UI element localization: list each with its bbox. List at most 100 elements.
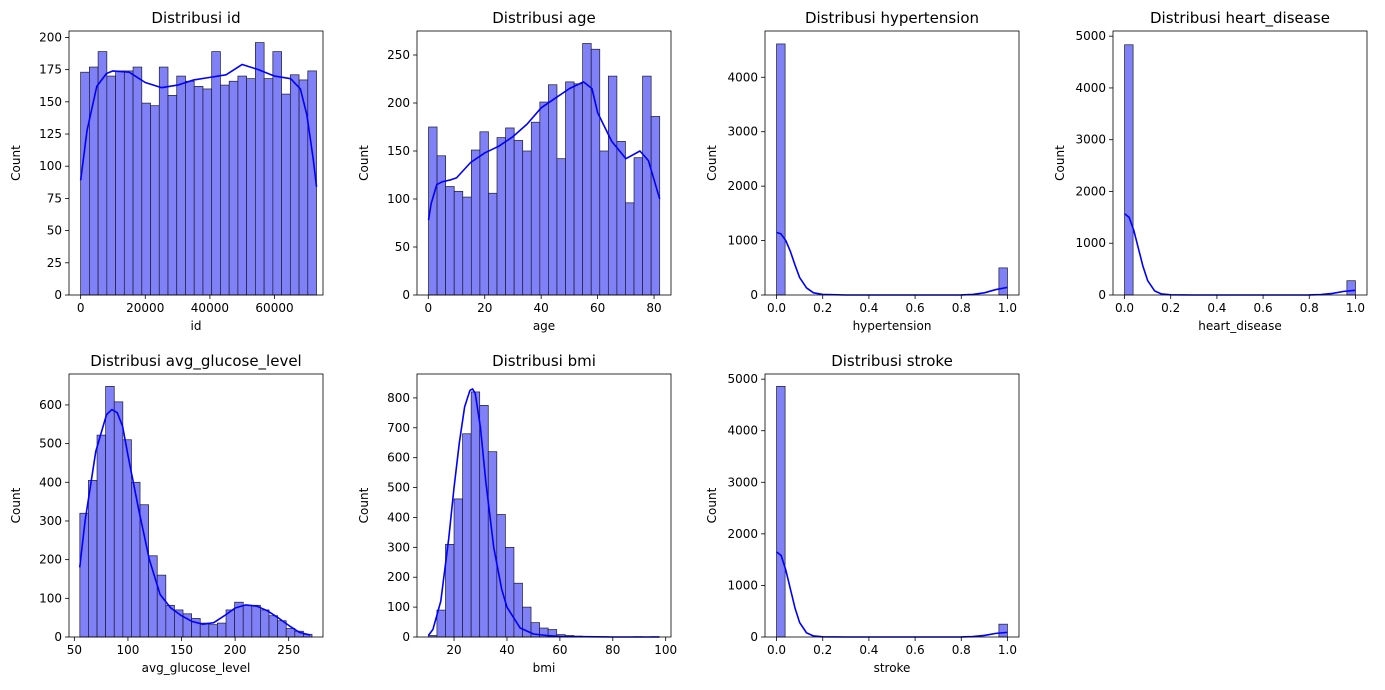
histogram-bar [268, 615, 278, 638]
axes-frame [68, 373, 324, 638]
histogram-bar [115, 70, 125, 296]
subplot-title: Distribusi id [151, 9, 240, 27]
histogram-bar [487, 451, 498, 638]
histogram-bar [156, 574, 167, 638]
histogram-bar [496, 514, 506, 638]
histogram-bar [776, 43, 786, 296]
y-tick-label: 100 [39, 159, 62, 173]
histogram-bar [281, 93, 291, 296]
histogram-bar [158, 66, 169, 296]
histogram-bar [97, 51, 108, 296]
y-tick-label: 3000 [1075, 133, 1106, 147]
y-tick-label: 200 [39, 30, 62, 44]
histogram-bar [272, 51, 282, 296]
y-tick-label: 200 [39, 553, 62, 567]
y-tick-label: 175 [39, 63, 62, 77]
histogram-bar [556, 158, 566, 296]
y-tick-label: 0 [54, 630, 62, 644]
y-tick-label: 1000 [1075, 236, 1106, 250]
y-tick-label: 1000 [727, 578, 758, 592]
histogram-bar [453, 498, 463, 638]
y-tick-label: 2000 [727, 179, 758, 193]
y-tick-label: 3000 [727, 125, 758, 139]
x-axis-label: id [191, 319, 202, 333]
histogram-bar [998, 267, 1008, 296]
y-tick-label: 100 [387, 192, 410, 206]
histogram-bar [131, 481, 141, 638]
x-tick-label: 0.2 [813, 643, 832, 657]
histogram-bar [565, 81, 575, 296]
x-tick-label: 20 [446, 643, 461, 657]
y-tick-label: 100 [387, 600, 410, 614]
y-axis-label: Count [357, 145, 371, 181]
histogram-bar [148, 555, 158, 638]
histogram-bar [80, 71, 90, 296]
x-tick-label: 100 [116, 643, 139, 657]
histogram-bar [539, 101, 549, 296]
histogram-bar [530, 121, 541, 296]
axes-frame [416, 30, 672, 296]
histogram-bar [167, 95, 178, 296]
subplot-7: 0.0 0.2 0.4 0.6 0.8 1.0 0 1000 2000 3000 4000 5000 D… [705, 352, 1020, 675]
histogram-bar [202, 88, 213, 296]
subplot-5: 50 100 150 200 250 0 100 200 300 400 500 600 Distrib… [9, 352, 324, 675]
histogram-bar [255, 42, 265, 296]
histogram-bar [599, 150, 609, 296]
x-tick-label: 0.8 [952, 643, 971, 657]
histogram-bar [522, 150, 532, 296]
histogram-bar [263, 78, 274, 296]
y-axis-label: Count [9, 487, 23, 523]
subplot-title: Distribusi bmi [492, 352, 596, 370]
kde-line [776, 551, 1008, 638]
histogram-bar [88, 480, 98, 638]
histogram-bar [616, 141, 626, 296]
x-tick-label: 150 [170, 643, 193, 657]
y-tick-label: 500 [387, 481, 410, 495]
x-tick-label: 60 [552, 643, 567, 657]
histogram-bar [185, 80, 195, 296]
x-tick-label: 0.8 [1300, 301, 1319, 315]
axes-frame [416, 373, 672, 638]
y-tick-label: 250 [387, 48, 410, 62]
y-tick-label: 400 [387, 510, 410, 524]
subplot-title: Distribusi age [492, 9, 595, 27]
x-tick-label: 0.0 [767, 643, 786, 657]
histogram-bar [496, 137, 506, 296]
y-tick-label: 5000 [1075, 29, 1106, 43]
x-tick-label: 200 [224, 643, 247, 657]
histogram-bar [307, 70, 317, 296]
x-tick-label: 250 [277, 643, 300, 657]
histogram-bar [132, 66, 143, 296]
x-tick-label: 0.6 [1254, 301, 1273, 315]
histogram-bar [220, 84, 230, 296]
subplot-3: 0.0 0.2 0.4 0.6 0.8 1.0 0 1000 2000 3000 4000 Distr… [705, 9, 1020, 333]
y-tick-label: 0 [402, 288, 410, 302]
x-axis-label: heart_disease [1198, 319, 1282, 333]
axes-frame [1112, 30, 1368, 296]
subplot-title: Distribusi avg_glucose_level [90, 352, 301, 371]
histogram-bar [436, 609, 446, 638]
histogram-bar [211, 51, 221, 296]
axes-frame [68, 30, 324, 296]
x-tick-label: 0 [424, 301, 432, 315]
y-axis-label: Count [705, 145, 719, 181]
x-tick-label: 40 [499, 643, 514, 657]
subplot-6: 20 40 60 80 100 0 100 200 300 400 500 600 700 800 Dist… [357, 352, 677, 675]
y-axis-label: Count [1053, 145, 1067, 181]
x-axis-label: age [533, 319, 555, 333]
x-tick-label: 60000 [255, 301, 293, 315]
histogram-bar [462, 196, 472, 296]
x-tick-label: 0.6 [906, 301, 925, 315]
subplot-title: Distribusi heart_disease [1150, 9, 1330, 28]
subplot-title: Distribusi hypertension [805, 9, 979, 27]
y-tick-label: 0 [54, 288, 62, 302]
x-tick-label: 0.0 [767, 301, 786, 315]
x-tick-label: 40000 [191, 301, 229, 315]
y-tick-label: 600 [39, 398, 62, 412]
x-tick-label: 100 [654, 643, 677, 657]
histogram-bar [607, 75, 618, 296]
histogram-bar [113, 401, 124, 638]
subplot-2: 0 20 40 60 80 0 50 100 150 200 250 Distribusi age ag… [357, 9, 672, 333]
kde-line [427, 81, 661, 221]
subplot-title: Distribusi stroke [831, 352, 953, 370]
